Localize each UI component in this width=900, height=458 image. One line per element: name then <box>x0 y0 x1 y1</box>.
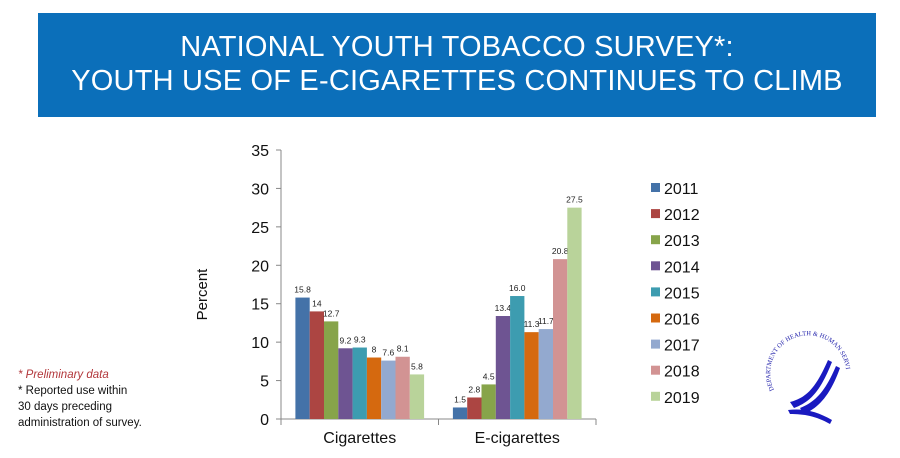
title-line-2: YOUTH USE OF E-CIGARETTES CONTINUES TO C… <box>71 65 843 97</box>
y-tick-label: 5 <box>260 374 269 391</box>
bar-2012-cigarettes <box>309 311 324 419</box>
legend-swatch-2016 <box>651 313 660 323</box>
bar-2017-e-cigarettes <box>538 329 553 419</box>
legend-swatch-2012 <box>651 209 660 219</box>
data-label: 27.5 <box>566 195 583 205</box>
y-tick-label: 0 <box>260 412 269 429</box>
data-label: 15.8 <box>294 285 311 295</box>
bar-2017-cigarettes <box>381 360 396 419</box>
bar-2016-e-cigarettes <box>524 332 539 419</box>
y-axis-label: Percent <box>194 268 211 321</box>
legend-label: 2015 <box>664 285 700 302</box>
x-tick-label: Cigarettes <box>323 430 396 447</box>
data-label: 11.3 <box>524 319 540 329</box>
legend-label: 2019 <box>664 390 700 407</box>
bar-2019-cigarettes <box>409 374 425 419</box>
y-tick-label: 10 <box>251 335 269 352</box>
data-label: 11.7 <box>538 316 554 326</box>
bar-2015-e-cigarettes <box>510 296 525 419</box>
y-tick-label: 15 <box>251 297 269 314</box>
legend-swatch-2013 <box>651 235 660 245</box>
legend-swatch-2018 <box>651 365 660 375</box>
title-banner: NATIONAL YOUTH TOBACCO SURVEY*: YOUTH US… <box>38 13 876 117</box>
bar-2018-cigarettes <box>395 356 410 419</box>
reported-note-line-1: * Reported use within <box>18 385 128 397</box>
bar-2011-e-cigarettes <box>452 407 468 419</box>
title-line-1: NATIONAL YOUTH TOBACCO SURVEY*: <box>180 31 734 63</box>
bar-2013-e-cigarettes <box>481 384 496 419</box>
data-label: 2.8 <box>468 384 480 394</box>
reported-note-line-3: administration of survey. <box>18 417 142 429</box>
legend-label: 2011 <box>664 181 699 198</box>
legend-label: 2017 <box>664 338 700 355</box>
bar-2014-e-cigarettes <box>495 316 511 419</box>
bar-2015-cigarettes <box>352 347 367 419</box>
bar-2016-cigarettes <box>366 357 382 419</box>
svg-text:DEPARTMENT OF HEALTH & HUMAN S: DEPARTMENT OF HEALTH & HUMAN SERVICES · … <box>760 330 851 392</box>
legend-label: 2018 <box>664 364 700 381</box>
footnotes: * Preliminary data * Reported use within… <box>18 367 142 431</box>
bar-2014-cigarettes <box>338 348 353 419</box>
bar-2011-cigarettes <box>295 297 310 419</box>
data-label: 4.5 <box>483 371 495 381</box>
hhs-seal-icon: DEPARTMENT OF HEALTH & HUMAN SERVICES · … <box>760 330 851 424</box>
data-label: 8 <box>372 345 377 355</box>
data-label: 7.6 <box>382 348 394 358</box>
y-tick-label: 20 <box>251 258 269 275</box>
legend-swatch-2015 <box>651 287 660 297</box>
data-label: 8.1 <box>397 344 409 354</box>
data-label: 12.7 <box>323 308 340 318</box>
seal-text: DEPARTMENT OF HEALTH & HUMAN SERVICES · … <box>760 330 851 392</box>
legend-swatch-2011 <box>651 183 660 192</box>
x-tick-label: E-cigarettes <box>475 430 560 447</box>
bar-2019-e-cigarettes <box>567 207 582 419</box>
data-label: 9.2 <box>340 335 352 345</box>
data-label: 20.8 <box>552 246 569 256</box>
bar-2018-e-cigarettes <box>553 259 568 419</box>
reported-note-line-2: 30 days preceding <box>18 401 112 413</box>
legend-swatch-2017 <box>651 339 660 349</box>
y-tick-label: 30 <box>251 181 269 198</box>
data-label: 16.0 <box>509 283 526 293</box>
bar-2013-cigarettes <box>324 321 339 419</box>
data-label: 9.3 <box>354 335 366 345</box>
bar-2012-e-cigarettes <box>467 397 482 419</box>
y-tick-label: 25 <box>251 220 269 237</box>
legend-label: 2013 <box>664 233 700 250</box>
data-label: 1.5 <box>454 394 466 404</box>
legend-swatch-2014 <box>651 261 660 271</box>
preliminary-note: * Preliminary data <box>18 369 109 381</box>
legend-label: 2012 <box>664 207 700 224</box>
data-label: 13.4 <box>495 303 512 313</box>
legend-label: 2014 <box>664 259 700 276</box>
legend-swatch-2019 <box>651 391 660 401</box>
data-label: 5.8 <box>411 361 423 371</box>
data-label: 14 <box>312 298 322 308</box>
legend-label: 2016 <box>664 312 700 329</box>
y-tick-label: 35 <box>251 143 269 160</box>
